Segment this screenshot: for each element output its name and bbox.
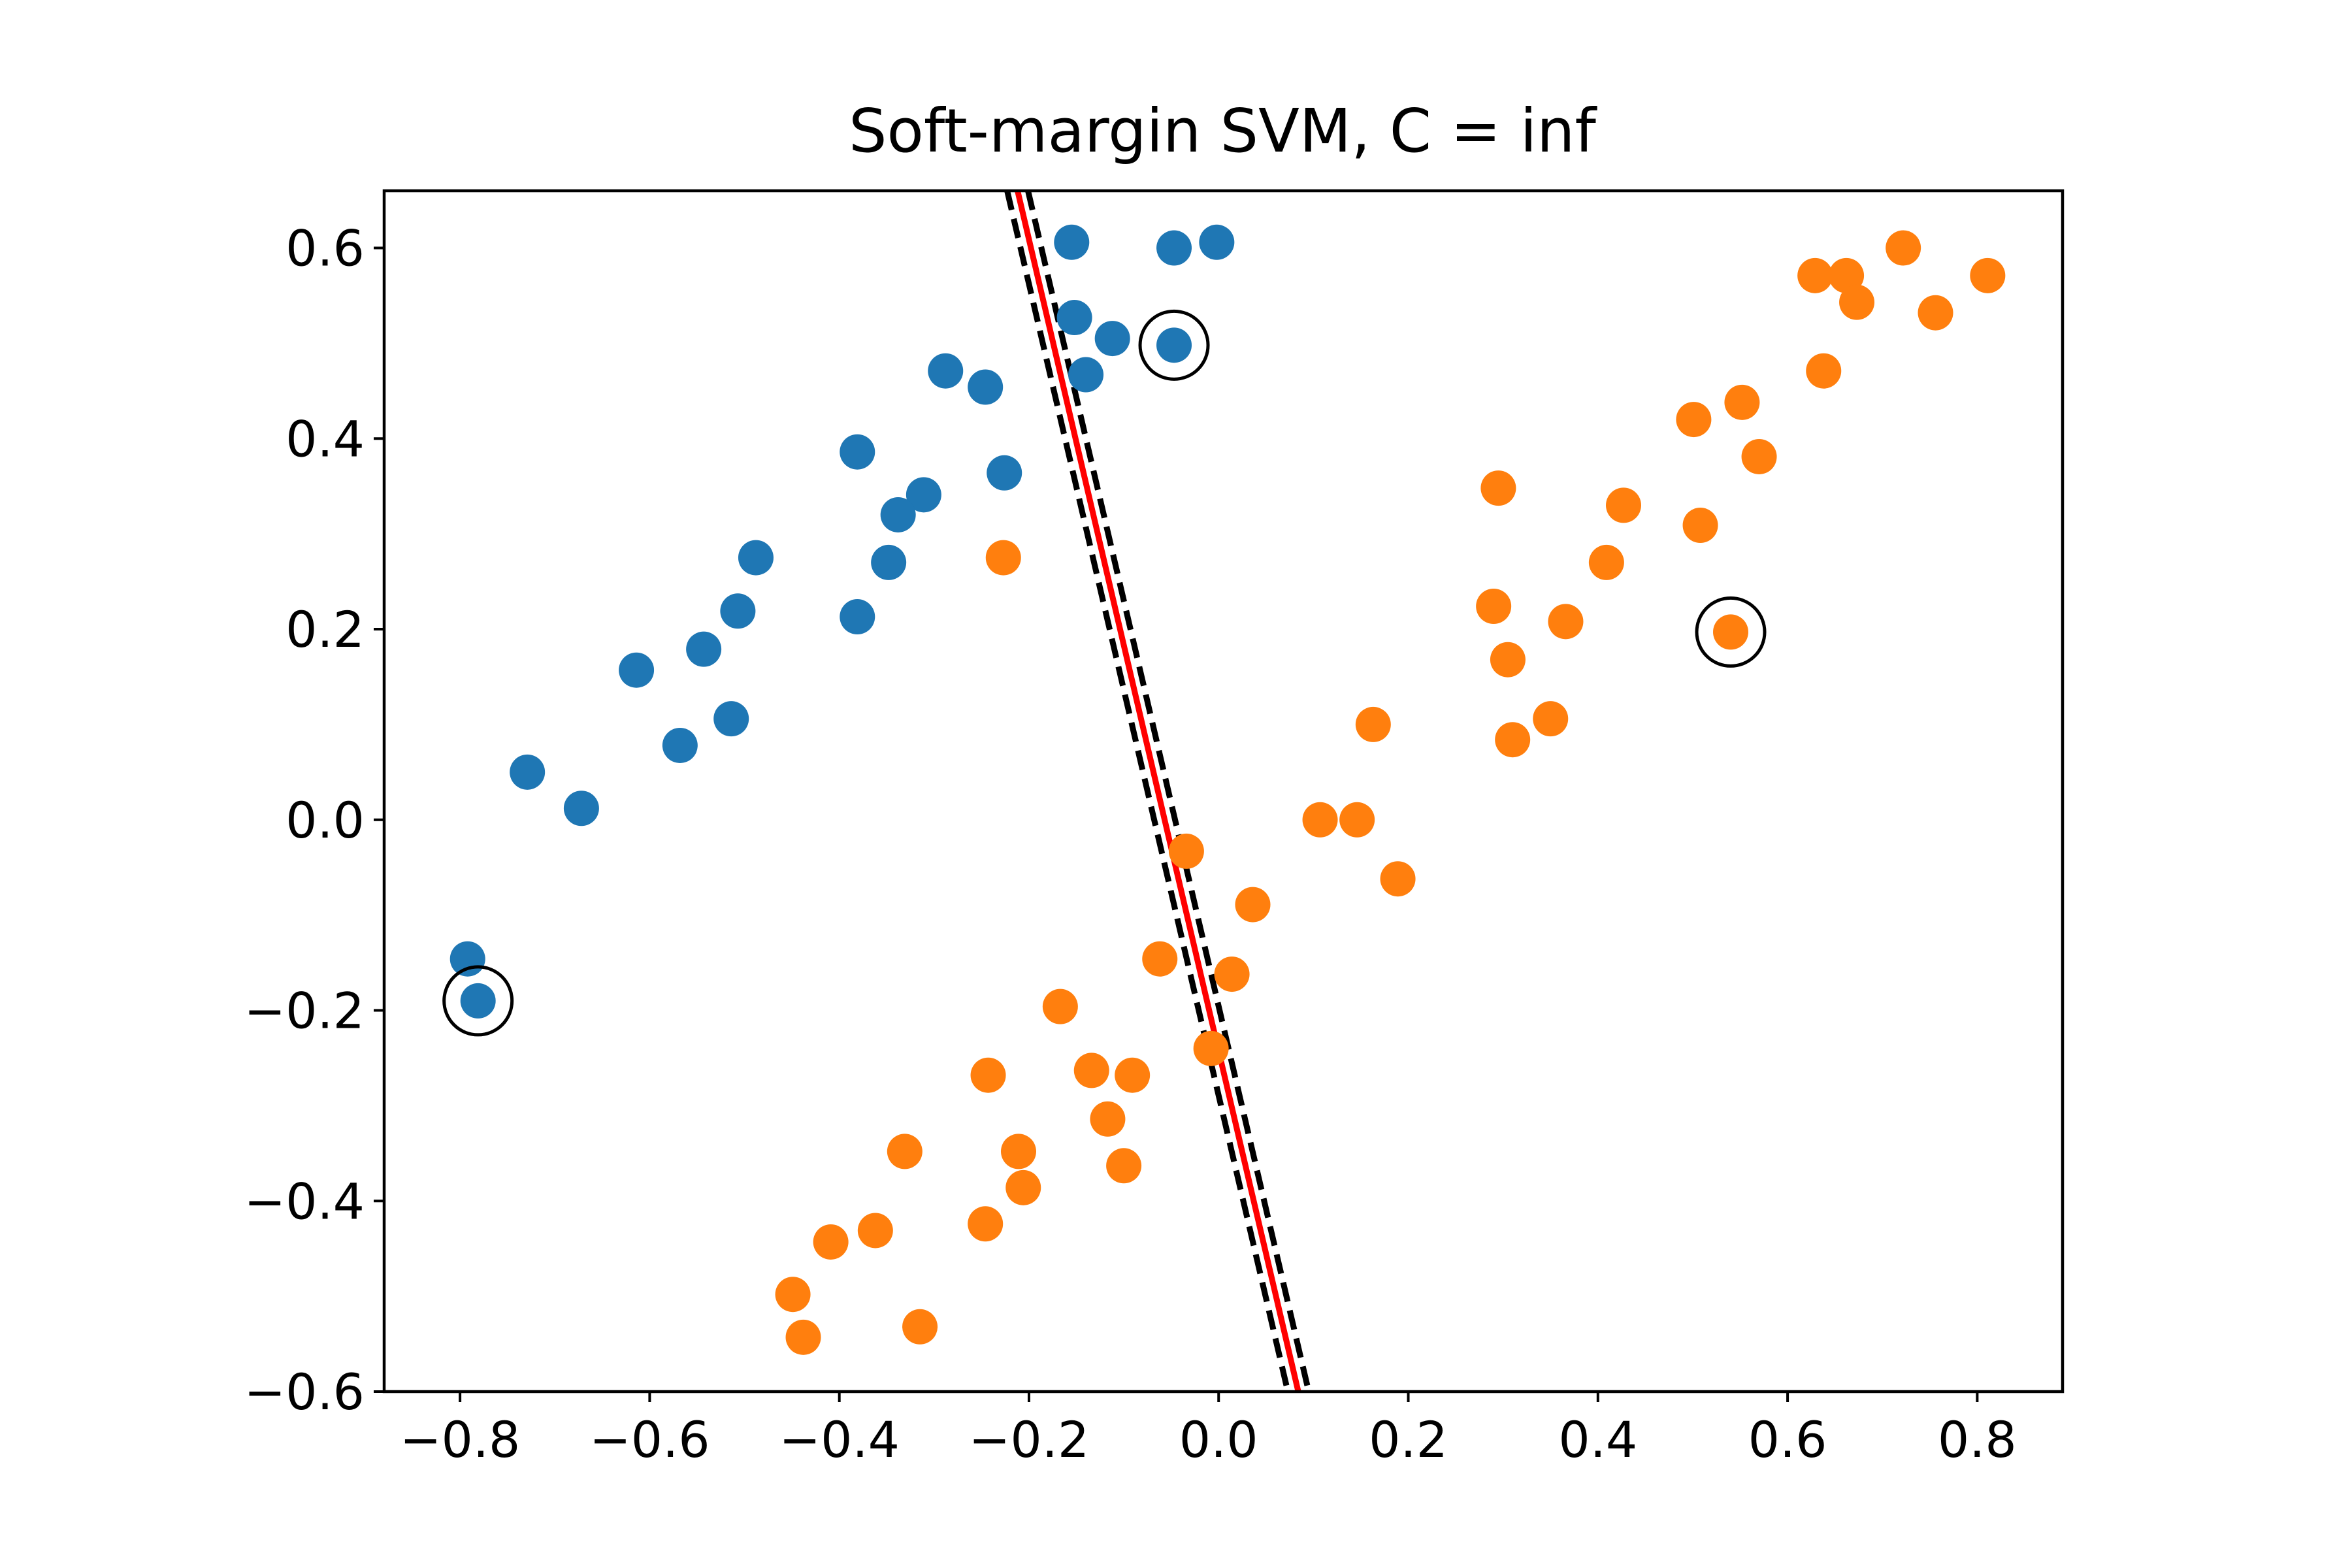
x-tick-label: 0.4 <box>1558 1411 1637 1469</box>
x-tick-label: −0.6 <box>589 1411 710 1469</box>
point-class-a <box>460 983 496 1019</box>
point-class-b <box>1713 614 1749 650</box>
point-class-a <box>1094 321 1130 357</box>
point-class-b <box>1339 802 1375 838</box>
point-class-b <box>1490 642 1526 678</box>
point-class-a <box>968 369 1004 405</box>
x-tick-label: −0.2 <box>969 1411 1090 1469</box>
y-tick-label: 0.6 <box>286 220 365 278</box>
point-class-b <box>1495 722 1531 758</box>
point-class-b <box>785 1319 821 1355</box>
point-class-b <box>1480 470 1516 506</box>
point-class-b <box>1839 284 1875 320</box>
y-tick-label: 0.0 <box>286 791 365 849</box>
point-class-b <box>1042 988 1078 1024</box>
point-class-b <box>1235 887 1271 923</box>
point-class-b <box>1829 257 1865 293</box>
point-class-b <box>1090 1101 1126 1137</box>
point-class-a <box>871 544 907 580</box>
point-class-b <box>1115 1057 1151 1093</box>
y-tick-label: −0.2 <box>244 982 365 1040</box>
point-class-b <box>1676 402 1712 438</box>
point-class-b <box>1605 487 1641 523</box>
point-class-a <box>1054 224 1090 260</box>
point-class-a <box>738 540 774 576</box>
plot-area <box>442 191 2006 1392</box>
point-class-b <box>887 1134 923 1169</box>
point-class-b <box>1724 384 1760 420</box>
support-vector-ring <box>1695 596 1767 668</box>
x-axis: −0.8 −0.6 −0.4 −0.2 0.0 0.2 0.4 0.6 0.8 <box>400 1392 2017 1469</box>
point-class-b <box>1193 1030 1229 1066</box>
point-class-b <box>1970 257 2006 293</box>
point-class-b <box>968 1206 1004 1242</box>
point-class-a <box>619 652 655 688</box>
point-class-b <box>1588 544 1624 580</box>
point-class-a <box>662 727 698 763</box>
point-class-a <box>1156 230 1192 266</box>
point-class-a <box>906 477 941 513</box>
point-class-a <box>1056 300 1092 336</box>
margin-line-left <box>1004 191 1291 1392</box>
point-class-b <box>1355 706 1391 742</box>
point-class-a <box>720 593 756 629</box>
point-class-a <box>987 455 1022 491</box>
point-class-b <box>1682 508 1718 544</box>
point-class-a <box>510 754 546 790</box>
point-class-b <box>1741 438 1777 474</box>
y-axis: 0.6 0.4 0.2 0.0 −0.2 −0.4 −0.6 <box>244 220 384 1421</box>
point-class-a <box>1068 357 1104 393</box>
decision-boundary-line <box>1015 191 1301 1392</box>
point-class-a <box>1156 327 1192 363</box>
point-class-b <box>1548 604 1584 640</box>
point-class-b <box>1797 257 1833 293</box>
point-class-b <box>1806 353 1842 389</box>
point-class-b <box>985 540 1021 576</box>
x-tick-label: −0.8 <box>400 1411 521 1469</box>
point-class-a <box>686 631 722 667</box>
point-class-b <box>1142 941 1178 977</box>
point-class-b <box>1476 589 1512 625</box>
point-class-a <box>840 434 875 470</box>
point-class-a <box>713 701 749 737</box>
point-class-a <box>928 353 964 389</box>
point-class-b <box>1214 956 1250 992</box>
margin-line-right <box>1025 191 1312 1392</box>
point-class-b <box>1886 230 1921 266</box>
point-class-b <box>1073 1053 1109 1088</box>
point-class-b <box>1533 701 1569 737</box>
x-tick-label: 0.2 <box>1369 1411 1448 1469</box>
point-class-b <box>1380 861 1416 897</box>
plot-frame <box>382 189 2065 1394</box>
y-tick-label: −0.6 <box>244 1363 365 1421</box>
point-class-b <box>902 1309 938 1345</box>
point-class-a <box>563 791 599 826</box>
y-tick-label: 0.4 <box>286 410 365 468</box>
support-vector-ring <box>1138 309 1210 381</box>
point-class-b <box>857 1213 893 1249</box>
point-class-b <box>1168 833 1204 869</box>
point-class-b <box>813 1224 849 1260</box>
x-tick-label: 0.0 <box>1179 1411 1258 1469</box>
x-tick-label: 0.8 <box>1938 1411 2017 1469</box>
chart-title: Soft-margin SVM, C = inf <box>849 96 1597 166</box>
point-class-a <box>449 941 485 977</box>
y-tick-label: −0.4 <box>244 1172 365 1230</box>
point-class-b <box>1918 295 1953 331</box>
point-class-a <box>880 497 916 532</box>
x-tick-label: 0.6 <box>1748 1411 1827 1469</box>
point-class-b <box>1106 1148 1142 1184</box>
point-class-b <box>1302 802 1338 838</box>
point-class-b <box>970 1057 1006 1093</box>
support-vector-ring <box>442 965 514 1037</box>
y-tick-label: 0.2 <box>286 600 365 659</box>
point-class-a <box>840 599 875 635</box>
x-tick-label: −0.4 <box>779 1411 900 1469</box>
point-class-b <box>1005 1169 1041 1205</box>
point-class-a <box>1199 224 1235 260</box>
point-class-b <box>1000 1134 1036 1169</box>
point-class-b <box>775 1277 811 1313</box>
